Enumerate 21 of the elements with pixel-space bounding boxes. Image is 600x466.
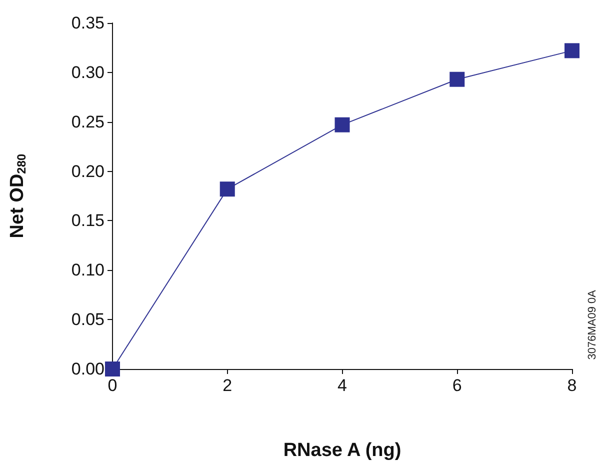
point xyxy=(564,43,580,58)
y-tick-label: 0.10 xyxy=(71,260,104,280)
y-tick-label: 0.15 xyxy=(71,211,104,230)
y-tick-label: 0.30 xyxy=(71,62,104,82)
y-tick-label: 0.25 xyxy=(71,112,104,132)
y-tick-label: 0.05 xyxy=(71,310,104,330)
x-axis-title: RNase A (ng) xyxy=(283,440,402,461)
point xyxy=(334,117,350,132)
point xyxy=(450,72,465,87)
point xyxy=(105,362,120,376)
x-tick-label: 2 xyxy=(222,376,232,395)
text: 3076MA09 0A xyxy=(586,289,598,360)
y-tick-label: 0.20 xyxy=(71,162,104,181)
x-tick-label: 8 xyxy=(567,376,577,395)
x-tick-label: 6 xyxy=(452,376,462,395)
y-tick-label: 0.00 xyxy=(71,360,104,378)
y-tick-label: 0.35 xyxy=(71,14,104,32)
x-tick-label: 4 xyxy=(338,376,347,395)
x-tick-label: 0 xyxy=(108,376,118,395)
y-axis-title: Net OD280 xyxy=(7,153,28,238)
point xyxy=(220,182,235,197)
